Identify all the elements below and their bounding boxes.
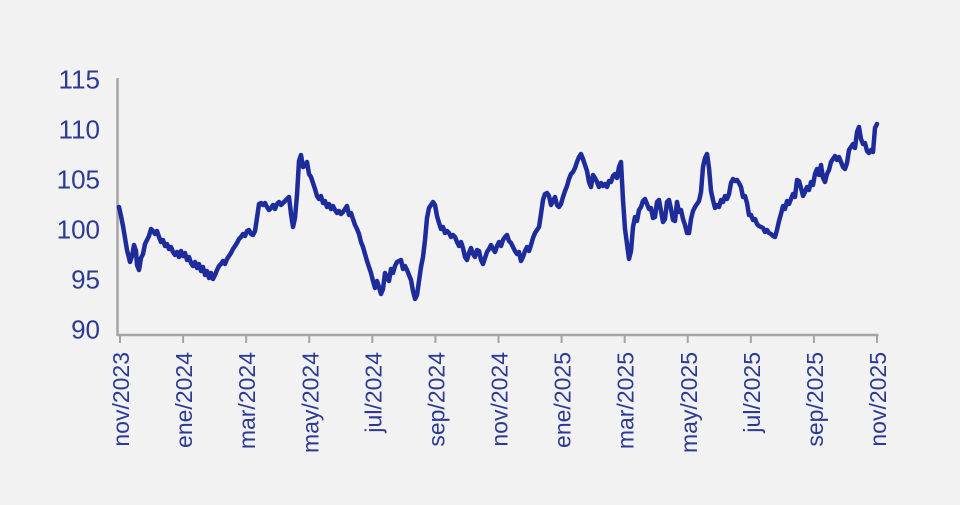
y-tick-label: 105: [57, 165, 100, 195]
x-tick-label: nov/2024: [487, 352, 513, 447]
x-tick-label: ene/2024: [171, 352, 197, 448]
y-tick-label: 90: [71, 315, 100, 345]
x-tick-label: mar/2025: [613, 352, 639, 449]
x-tick-label: mar/2024: [234, 352, 260, 449]
x-tick-label: jul/2025: [739, 352, 765, 434]
x-tick-label: jul/2024: [360, 352, 386, 434]
x-tick-label: may/2025: [676, 352, 702, 453]
index-data-line: [116, 121, 880, 302]
x-tick-label: sep/2024: [423, 352, 449, 447]
y-tick-label: 115: [59, 65, 100, 95]
x-tick-label: may/2024: [297, 352, 323, 453]
x-tick-label: nov/2023: [108, 352, 134, 447]
y-tick-label: 95: [71, 265, 100, 295]
x-tick-label: nov/2025: [865, 352, 891, 447]
x-tick-label: sep/2025: [802, 352, 828, 447]
y-tick-label: 110: [59, 115, 100, 145]
y-tick-label: 100: [57, 215, 100, 245]
x-tick-label: ene/2025: [550, 352, 576, 448]
